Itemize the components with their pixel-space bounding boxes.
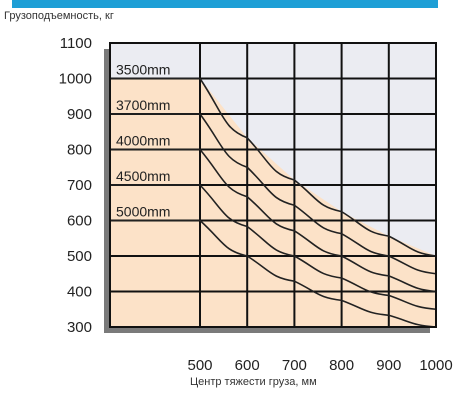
curve-3500mm xyxy=(110,77,437,257)
header-accent-band xyxy=(12,0,438,8)
curve-5000mm xyxy=(110,219,437,328)
y-tick-label: 700 xyxy=(67,177,92,194)
x-tick-label: 800 xyxy=(329,357,354,374)
y-tick-label: 1100 xyxy=(60,35,92,52)
curve-label-5000mm: 5000mm xyxy=(116,204,170,220)
curve-3700mm xyxy=(110,113,437,275)
x-axis-label: Центр тяжести груза, мм xyxy=(190,376,317,388)
curve-label-3500mm: 3500mm xyxy=(116,62,170,78)
plot-frame xyxy=(109,42,437,328)
y-axis-label: Грузоподъемность, кг xyxy=(4,10,114,22)
curve-4000mm xyxy=(110,148,437,293)
x-tick-label: 500 xyxy=(187,357,212,374)
y-tick-label: 500 xyxy=(67,248,92,265)
curve-label-4500mm: 4500mm xyxy=(116,168,170,184)
y-tick-label: 900 xyxy=(67,106,92,123)
x-tick-label: 1000 xyxy=(419,357,452,374)
y-tick-label: 1000 xyxy=(59,71,92,88)
y-tick-label: 300 xyxy=(67,319,92,336)
y-tick-label: 800 xyxy=(67,142,92,159)
x-tick-label: 700 xyxy=(282,357,307,374)
y-tick-label: 600 xyxy=(67,213,92,230)
y-tick-label: 400 xyxy=(67,284,92,301)
curve-4500mm xyxy=(110,184,437,311)
curve-label-3700mm: 3700mm xyxy=(116,97,170,113)
x-tick-label: 900 xyxy=(376,357,401,374)
x-tick-label: 600 xyxy=(235,357,260,374)
load-area xyxy=(110,78,436,327)
curve-label-4000mm: 4000mm xyxy=(116,133,170,149)
